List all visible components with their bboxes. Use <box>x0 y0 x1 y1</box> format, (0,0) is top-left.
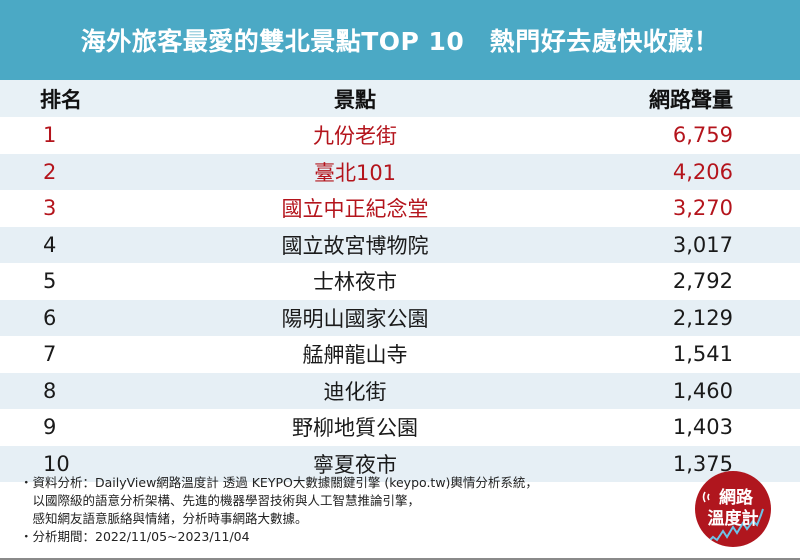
note-line: 以國際級的語意分析架構、先進的機器學習技術與人工智慧推論引擎， <box>20 493 421 508</box>
column-header-volume: 網路聲量 <box>649 87 733 112</box>
rank-cell: 10 <box>43 451 70 476</box>
rank-cell: 6 <box>43 305 57 330</box>
rank-cell: 1 <box>43 123 57 148</box>
table-header-row: 排名 景點 網路聲量 <box>0 80 800 117</box>
signal-wave-icon <box>702 491 764 544</box>
attraction-cell: 艋舺龍山寺 <box>302 343 408 368</box>
column-header-rank: 排名 <box>40 87 82 112</box>
table-row: 10 寧夏夜市 1,375 <box>0 445 800 482</box>
table-row: 2 臺北101 4,206 <box>0 153 800 190</box>
table-row: 6 陽明山國家公園 2,129 <box>0 299 800 336</box>
ranking-table: 排名 景點 網路聲量 1 九份老街 6,759 2 臺北101 4,206 3 … <box>0 80 800 482</box>
rank-cell: 3 <box>43 196 57 221</box>
volume-cell: 2,129 <box>672 305 733 330</box>
rank-cell: 7 <box>43 342 57 367</box>
rank-cell: 4 <box>43 232 57 257</box>
title-bar: 海外旅客最愛的雙北景點TOP 10 熱門好去處快收藏！ <box>0 0 800 80</box>
analysis-period: ・分析期間：2022/11/05~2023/11/04 <box>20 529 250 544</box>
rank-cell: 5 <box>43 269 57 294</box>
table-row: 3 國立中正紀念堂 3,270 <box>0 190 800 227</box>
table-row: 5 士林夜市 2,792 <box>0 263 800 300</box>
volume-cell: 4,206 <box>672 159 733 184</box>
table-row: 9 野柳地質公園 1,403 <box>0 409 800 446</box>
volume-cell: 3,017 <box>672 232 733 257</box>
dailyview-logo: 網路 溫度計 <box>695 471 771 547</box>
attraction-cell: 九份老街 <box>313 124 397 149</box>
table-row: 4 國立故宮博物院 3,017 <box>0 226 800 263</box>
rank-cell: 2 <box>43 159 57 184</box>
logo-text-line1: 網路 <box>719 488 753 508</box>
attraction-cell: 士林夜市 <box>313 270 397 295</box>
note-line: ・資料分析：DailyView網路溫度計 透過 KEYPO大數據關鍵引擎 (ke… <box>20 475 538 490</box>
volume-cell: 6,759 <box>672 123 733 148</box>
attraction-cell: 野柳地質公園 <box>292 416 418 441</box>
volume-cell: 1,403 <box>672 415 733 440</box>
footer-notes: ・資料分析：DailyView網路溫度計 透過 KEYPO大數據關鍵引擎 (ke… <box>0 462 800 558</box>
table-row: 7 艋舺龍山寺 1,541 <box>0 336 800 373</box>
attraction-cell: 國立故宮博物院 <box>281 233 429 258</box>
attraction-cell: 國立中正紀念堂 <box>281 197 429 222</box>
attraction-cell: 寧夏夜市 <box>313 452 397 477</box>
logo-text-line2: 溫度計 <box>707 509 759 529</box>
volume-cell: 3,270 <box>672 196 733 221</box>
rank-cell: 9 <box>43 415 57 440</box>
attraction-cell: 陽明山國家公園 <box>281 306 429 331</box>
page-title: 海外旅客最愛的雙北景點TOP 10 熱門好去處快收藏！ <box>80 27 720 56</box>
attraction-cell: 迪化街 <box>323 379 387 404</box>
volume-cell: 1,460 <box>672 378 733 403</box>
attraction-cell: 臺北101 <box>313 160 397 185</box>
table-row: 8 迪化街 1,460 <box>0 372 800 409</box>
column-header-attraction: 景點 <box>334 87 376 112</box>
note-line: 感知網友語意脈絡與情緒，分析時事網路大數據。 <box>20 511 308 526</box>
table-row: 1 九份老街 6,759 <box>0 117 800 154</box>
volume-cell: 2,792 <box>672 269 733 294</box>
volume-cell: 1,541 <box>672 342 733 367</box>
rank-cell: 8 <box>43 378 57 403</box>
